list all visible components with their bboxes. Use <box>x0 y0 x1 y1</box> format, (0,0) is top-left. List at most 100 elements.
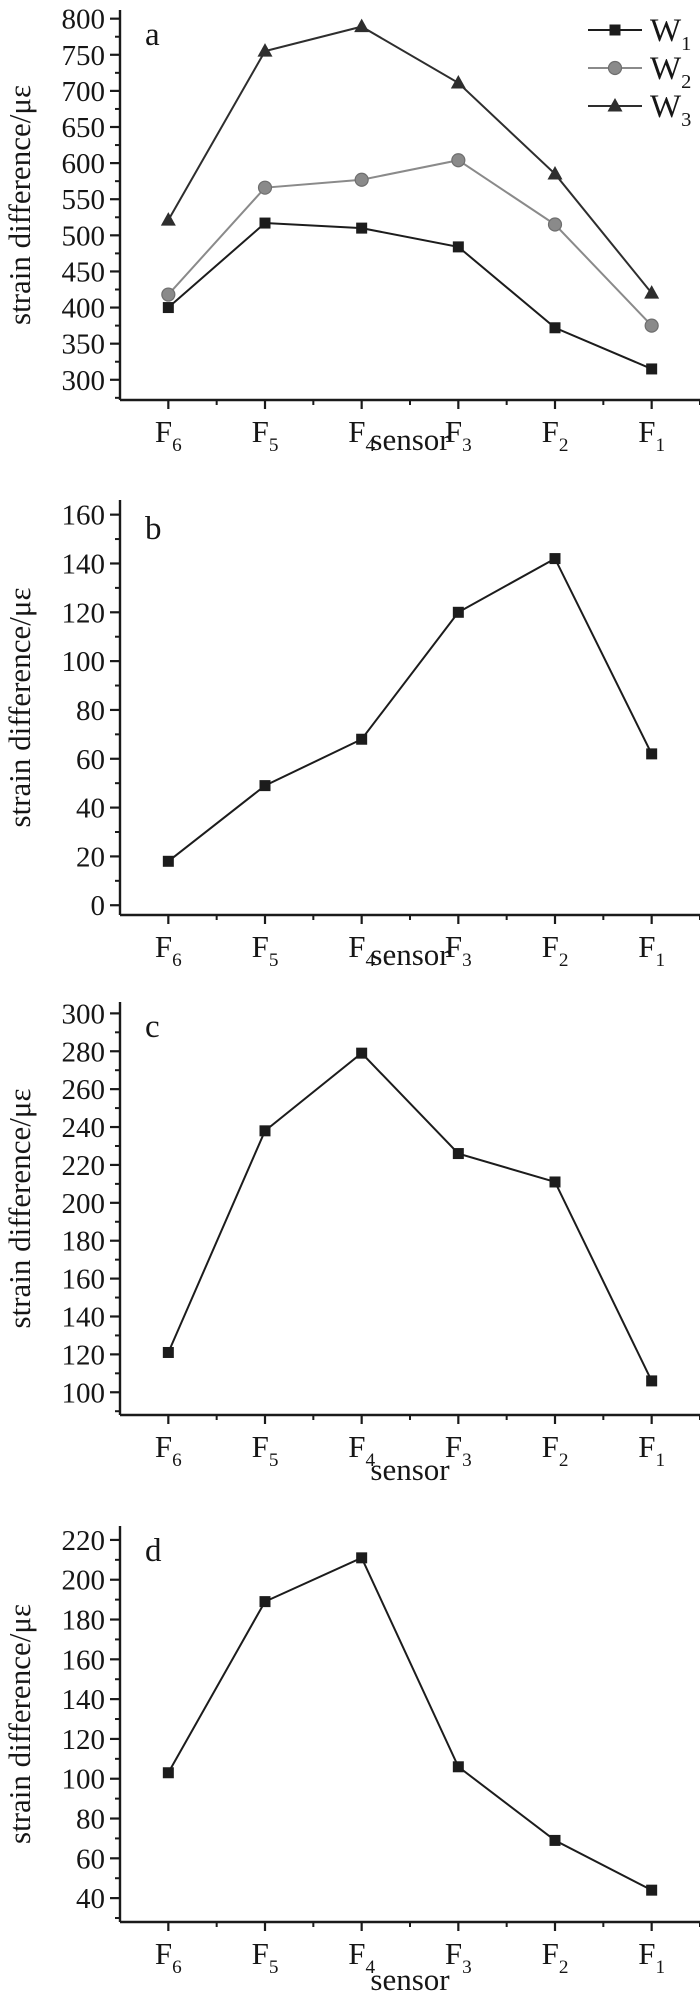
chart-panel-c: 100 120 140 160 180 200 220 240 260 280 300 F6 F5 F4 F… <box>0 975 700 1490</box>
y-tick-label: 140 <box>62 1684 106 1716</box>
y-axis-ticks: 40 60 80 100 120 140 160 180 200 220 <box>62 1525 120 1920</box>
y-tick-label: 350 <box>62 329 106 361</box>
data-point-marker-square <box>646 1884 658 1896</box>
data-point-marker-triangle <box>160 212 176 226</box>
y-tick-label: 40 <box>76 793 105 825</box>
legend-entry-W_1: W1 <box>588 13 691 55</box>
data-point-marker-square <box>356 733 368 745</box>
x-axis-title: sensor <box>370 1452 450 1487</box>
y-tick-label: 750 <box>62 40 106 72</box>
y-tick-label: 300 <box>62 998 106 1030</box>
series-b <box>162 553 658 867</box>
y-axis-ticks: 300 350 400 450 500 550 600 650 700 750 800 <box>62 4 120 399</box>
y-tick-label: 60 <box>76 744 105 776</box>
y-tick-label: 600 <box>62 148 106 180</box>
data-point-marker-circle <box>257 180 273 195</box>
data-point-marker-square <box>356 1047 368 1059</box>
y-tick-label: 180 <box>62 1605 106 1637</box>
x-axis-title: sensor <box>370 937 450 972</box>
y-axis-ticks: 0 20 40 60 80 100 120 140 160 <box>62 500 120 922</box>
series-W_1 <box>162 217 658 375</box>
data-point-marker-triangle <box>257 43 273 57</box>
series-line <box>167 159 653 327</box>
axes <box>118 500 700 917</box>
x-axis-title: sensor <box>370 422 450 457</box>
y-tick-label: 180 <box>62 1226 106 1258</box>
panel-letter: a <box>145 17 160 53</box>
data-point-marker-square <box>549 553 561 565</box>
data-point-marker-square <box>162 855 174 867</box>
y-tick-label: 120 <box>62 1339 106 1371</box>
legend-entry-W_2: W2 <box>588 51 691 93</box>
legend-label: W3 <box>650 89 691 131</box>
x-tick-label: F2 <box>542 1936 569 1978</box>
x-tick-label: F5 <box>252 929 279 971</box>
panel-letter: c <box>145 1009 160 1045</box>
data-point-marker-square <box>162 302 174 314</box>
chart-panel-b: 0 20 40 60 80 100 120 140 160 F6 F5 F4 F3 F2 F1 b strain… <box>0 460 700 975</box>
series-line <box>167 222 653 370</box>
x-tick-label: F5 <box>252 1936 279 1978</box>
y-tick-label: 300 <box>62 365 106 397</box>
legend-label: W1 <box>650 13 691 55</box>
series-line <box>167 1556 653 1892</box>
data-point-marker-triangle <box>450 74 466 89</box>
x-tick-label: F6 <box>155 1936 182 1978</box>
y-tick-label: 260 <box>62 1074 106 1106</box>
axes <box>118 1002 700 1417</box>
y-axis-title: strain difference/με <box>2 85 37 325</box>
y-tick-label: 550 <box>62 184 106 216</box>
y-tick-label: 80 <box>76 695 105 727</box>
data-point-marker-square <box>646 1375 658 1387</box>
y-tick-label: 500 <box>62 220 106 252</box>
data-point-marker-triangle <box>644 285 660 299</box>
x-tick-label: F6 <box>155 1429 182 1471</box>
y-axis-title: strain difference/με <box>2 588 37 828</box>
data-point-marker-square <box>259 1125 271 1137</box>
panel-letter: d <box>145 1533 162 1569</box>
chart-panel-a: 300 350 400 450 500 550 600 650 700 750 800 F6 F5 F4 F… <box>0 0 700 460</box>
legend-label: W2 <box>650 51 691 93</box>
data-point-marker-square <box>549 1834 561 1846</box>
series-line <box>167 557 653 863</box>
y-tick-label: 160 <box>62 1264 106 1296</box>
y-tick-label: 100 <box>62 1377 106 1409</box>
y-tick-label: 100 <box>62 646 106 678</box>
data-point-marker-circle <box>354 172 369 187</box>
x-tick-label: F5 <box>252 414 279 456</box>
y-tick-label: 400 <box>62 293 106 325</box>
y-tick-label: 220 <box>62 1150 106 1182</box>
data-point-marker-circle <box>451 153 466 168</box>
x-tick-label: F5 <box>252 1429 279 1471</box>
panel-letter: b <box>145 511 162 547</box>
x-tick-label: F6 <box>155 929 182 971</box>
x-tick-label: F1 <box>638 1429 665 1471</box>
data-point-marker-circle <box>161 287 176 302</box>
data-point-marker-square <box>259 217 271 229</box>
y-tick-label: 40 <box>76 1883 105 1915</box>
y-tick-label: 80 <box>76 1804 105 1836</box>
y-axis-title: strain difference/με <box>2 1089 37 1329</box>
data-point-marker-square <box>259 780 271 792</box>
data-point-marker-circle <box>644 318 659 333</box>
y-tick-label: 450 <box>62 256 106 288</box>
data-point-marker-circle <box>547 217 563 232</box>
data-point-marker-square <box>549 1176 561 1188</box>
y-axis-ticks: 100 120 140 160 180 200 220 240 260 280 300 <box>62 998 120 1413</box>
y-tick-label: 200 <box>62 1565 106 1597</box>
series-W_3 <box>160 18 660 299</box>
y-tick-label: 60 <box>76 1843 105 1875</box>
data-point-marker-square <box>609 24 621 36</box>
data-point-marker-square <box>162 1346 174 1358</box>
x-axis-title: sensor <box>370 1962 450 1997</box>
y-tick-label: 220 <box>62 1525 106 1557</box>
x-tick-label: F1 <box>638 414 665 456</box>
data-point-marker-square <box>646 748 658 760</box>
series-c <box>162 1047 658 1387</box>
data-point-marker-triangle <box>547 165 563 180</box>
axes <box>118 1526 700 1924</box>
data-point-marker-square <box>452 1761 464 1773</box>
